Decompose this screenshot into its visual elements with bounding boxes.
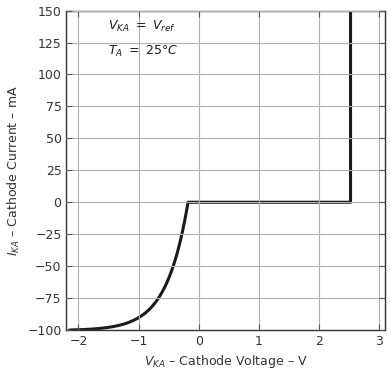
Text: $T_A\ =\ 25°C$: $T_A\ =\ 25°C$ xyxy=(108,44,178,59)
Text: $V_{KA}\ =\ V_{ref}$: $V_{KA}\ =\ V_{ref}$ xyxy=(108,18,176,33)
Y-axis label: $I_{KA}$ – Cathode Current – mA: $I_{KA}$ – Cathode Current – mA xyxy=(5,85,22,256)
X-axis label: $V_{KA}$ – Cathode Voltage – V: $V_{KA}$ – Cathode Voltage – V xyxy=(144,353,308,370)
